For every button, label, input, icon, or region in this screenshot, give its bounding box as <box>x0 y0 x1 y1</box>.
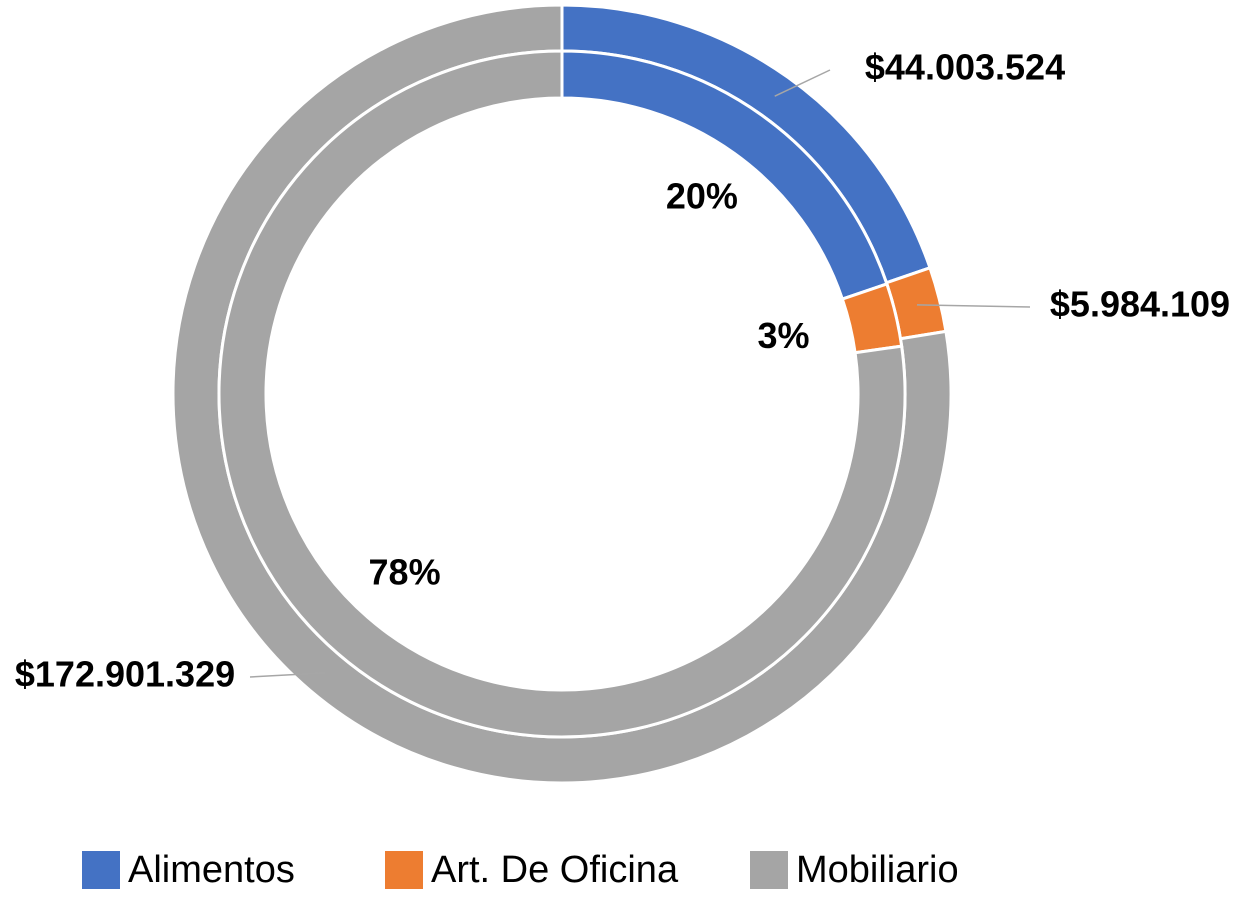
data-label: $44.003.524 <box>865 47 1065 88</box>
leader-line <box>916 304 1031 308</box>
ring-segment <box>217 49 907 739</box>
leader-line <box>774 69 831 97</box>
legend-swatch <box>385 851 423 889</box>
legend-swatch <box>82 851 120 889</box>
data-label: 78% <box>369 552 441 593</box>
data-label: $172.901.329 <box>15 654 235 695</box>
leader-line <box>249 672 325 678</box>
legend-swatch <box>750 851 788 889</box>
legend-label: Mobiliario <box>796 849 959 891</box>
data-label: $5.984.109 <box>1050 284 1230 325</box>
data-label: 3% <box>757 315 809 356</box>
legend-label: Alimentos <box>128 849 295 891</box>
legend-label: Art. De Oficina <box>431 849 679 891</box>
data-label: 20% <box>666 175 738 216</box>
